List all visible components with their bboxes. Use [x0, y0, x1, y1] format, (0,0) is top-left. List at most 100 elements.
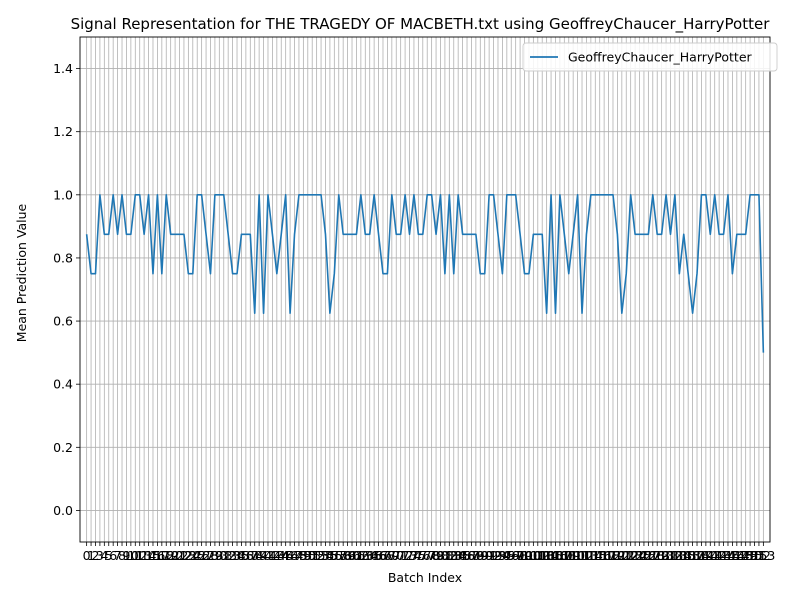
x-tick-label: 116: [588, 548, 612, 563]
x-tick-label: 137: [681, 548, 705, 563]
x-tick-label: 81: [437, 548, 453, 563]
x-tick-label: 35: [233, 548, 249, 563]
x-tick-label: 126: [632, 548, 656, 563]
x-tick-label: 113: [575, 548, 599, 563]
x-tick-label: 48: [291, 548, 307, 563]
x-tick-label: 143: [707, 548, 731, 563]
x-tick-label: 10: [123, 548, 139, 563]
x-tick-label: 97: [508, 548, 524, 563]
x-tick-label: 26: [194, 548, 210, 563]
x-tick-label: 42: [264, 548, 280, 563]
y-axis-label: Mean Prediction Value: [14, 203, 29, 342]
x-tick-label: 41: [260, 548, 276, 563]
x-tick-label: 82: [441, 548, 457, 563]
x-tick-label: 148: [729, 548, 753, 563]
x-tick-label: 133: [663, 548, 687, 563]
y-tick-label: 1.2: [53, 124, 73, 139]
x-tick-label: 105: [539, 548, 563, 563]
x-tick-label: 84: [450, 548, 466, 563]
y-tick-label: 0.2: [53, 440, 73, 455]
y-tick-label: 1.0: [53, 187, 73, 202]
x-tick-label: 22: [176, 548, 192, 563]
x-tick-label: 28: [203, 548, 219, 563]
x-tick-label: 5: [105, 548, 113, 563]
x-tick-label: 17: [154, 548, 170, 563]
x-tick-label: 144: [712, 548, 736, 563]
x-tick-label: 128: [641, 548, 665, 563]
x-tick-label: 114: [579, 548, 603, 563]
x-tick-label: 23: [180, 548, 196, 563]
x-tick-label: 89: [472, 548, 488, 563]
x-tick-label: 110: [561, 548, 585, 563]
x-tick-label: 64: [362, 548, 378, 563]
x-tick-label: 95: [499, 548, 515, 563]
x-tick-label: 132: [659, 548, 683, 563]
x-tick-label: 69: [384, 548, 400, 563]
x-tick-label: 31: [216, 548, 232, 563]
x-tick-label: 9: [122, 548, 130, 563]
x-tick-label: 151: [743, 548, 767, 563]
x-tick-label: 3: [96, 548, 104, 563]
x-tick-label: 54: [318, 548, 334, 563]
x-tick-label: 2: [92, 548, 100, 563]
x-tick-label: 49: [295, 548, 311, 563]
x-tick-label: 7: [114, 548, 122, 563]
x-tick-label: 38: [247, 548, 263, 563]
x-tick-label: 99: [517, 548, 533, 563]
y-tick-label: 0.6: [53, 314, 73, 329]
x-tick-label: 112: [570, 548, 594, 563]
x-tick-label: 45: [278, 548, 294, 563]
x-tick-label: 39: [251, 548, 267, 563]
x-tick-label: 85: [455, 548, 471, 563]
x-tick-label: 77: [419, 548, 435, 563]
x-tick-label: 44: [273, 548, 289, 563]
x-tick-label: 127: [636, 548, 660, 563]
x-tick-label: 108: [552, 548, 576, 563]
x-tick-label: 47: [287, 548, 303, 563]
x-tick-label: 20: [167, 548, 183, 563]
x-tick-label: 36: [238, 548, 254, 563]
y-tick-label: 1.4: [53, 61, 73, 76]
x-tick-label: 78: [424, 548, 440, 563]
x-tick-label: 18: [158, 548, 174, 563]
y-tick-label: 0.4: [53, 377, 73, 392]
x-tick-label: 60: [344, 548, 360, 563]
x-tick-label: 136: [676, 548, 700, 563]
x-tick-label: 139: [690, 548, 714, 563]
x-tick-label: 25: [189, 548, 205, 563]
x-tick-label: 59: [340, 548, 356, 563]
x-tick-label: 74: [406, 548, 422, 563]
x-tick-label: 129: [645, 548, 669, 563]
x-tick-label: 16: [149, 548, 165, 563]
x-tick-label: 135: [672, 548, 696, 563]
x-tick-label: 121: [610, 548, 634, 563]
x-tick-label: 70: [388, 548, 404, 563]
x-tick-label: 46: [282, 548, 298, 563]
x-tick-label: 88: [468, 548, 484, 563]
x-tick-label: 62: [353, 548, 369, 563]
x-tick-label: 122: [614, 548, 638, 563]
legend-label: GeoffreyChaucer_HarryPotter: [568, 50, 753, 65]
x-tick-label: 33: [225, 548, 241, 563]
x-tick-label: 102: [526, 548, 550, 563]
x-tick-label: 55: [322, 548, 338, 563]
x-tick-label: 50: [300, 548, 316, 563]
x-tick-label: 118: [597, 548, 621, 563]
x-tick-label: 8: [118, 548, 126, 563]
x-axis-ticks: 0123456789101112131415161718192021222324…: [83, 542, 775, 563]
y-axis-ticks: 0.0 0.2 0.4 0.6 0.8 1.0 1.2 1.4: [53, 61, 80, 518]
x-tick-label: 87: [463, 548, 479, 563]
x-tick-label: 145: [716, 548, 740, 563]
legend-box: [522, 42, 778, 72]
series-line-geoffreychaucer-harrypotter: [85, 194, 765, 353]
x-tick-label: 15: [145, 548, 161, 563]
x-tick-label: 123: [619, 548, 643, 563]
x-tick-label: 146: [720, 548, 744, 563]
x-tick-label: 124: [623, 548, 647, 563]
x-grid-lines: [86, 37, 764, 542]
x-tick-label: 30: [211, 548, 227, 563]
x-tick-label: 65: [366, 548, 382, 563]
x-tick-label: 117: [592, 548, 616, 563]
x-tick-label: 111: [566, 548, 590, 563]
